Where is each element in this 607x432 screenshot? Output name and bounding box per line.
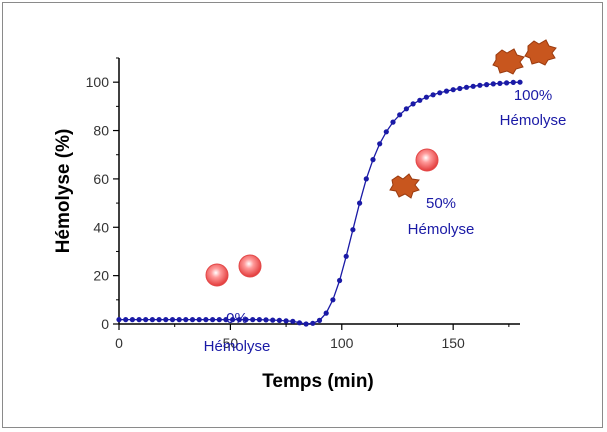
annotation-100-percent: 100% Hémolyse <box>500 87 567 129</box>
data-point <box>316 317 323 323</box>
data-point <box>423 94 429 100</box>
data-point <box>123 317 129 323</box>
data-point <box>303 321 309 327</box>
data-point <box>450 87 456 93</box>
data-point <box>176 317 182 323</box>
data-point <box>270 317 276 323</box>
y-tick-label: 20 <box>93 268 109 284</box>
data-point <box>410 101 416 107</box>
data-point <box>497 80 503 86</box>
data-point <box>343 253 349 259</box>
x-tick-label: 50 <box>223 335 239 351</box>
intact-red-blood-cell-icon <box>415 148 439 172</box>
data-point <box>236 317 242 323</box>
data-point <box>230 317 236 323</box>
data-point <box>504 80 510 86</box>
data-point <box>256 317 262 323</box>
y-tick-label: 40 <box>93 219 109 235</box>
data-point <box>129 317 135 323</box>
y-tick-label: 100 <box>86 74 110 90</box>
data-point <box>323 310 329 316</box>
x-tick-label: 100 <box>330 335 354 351</box>
x-tick-label: 0 <box>115 335 123 351</box>
data-point <box>397 112 403 118</box>
data-point <box>243 317 249 323</box>
data-point <box>283 318 289 324</box>
data-point <box>163 317 169 323</box>
data-point <box>443 88 450 94</box>
data-point <box>510 79 516 85</box>
data-point <box>377 141 383 147</box>
data-point <box>484 82 490 88</box>
svg-text:Hémolyse: Hémolyse <box>408 221 475 238</box>
intact-red-blood-cell-icon <box>238 254 262 278</box>
series-line <box>119 81 521 325</box>
series-layer <box>116 79 523 327</box>
x-axis-ticks: 0 50 100 150 <box>115 324 510 351</box>
data-point <box>196 317 202 323</box>
svg-text:50%: 50% <box>426 195 456 212</box>
intact-red-blood-cell-icon <box>205 263 229 287</box>
data-point <box>116 317 122 323</box>
data-point <box>250 317 256 323</box>
data-point <box>310 320 316 326</box>
svg-text:Hémolyse: Hémolyse <box>204 338 271 355</box>
data-point <box>290 318 296 324</box>
y-tick-label: 0 <box>101 316 109 332</box>
data-point <box>210 317 216 323</box>
data-point <box>156 317 162 323</box>
data-point <box>136 317 142 323</box>
x-tick-label: 150 <box>441 335 465 351</box>
data-point <box>457 85 463 92</box>
data-point <box>169 317 176 323</box>
data-point <box>517 79 523 85</box>
data-point <box>223 317 229 323</box>
annotation-0-percent: 0% Hémolyse <box>204 310 271 355</box>
data-point <box>203 317 209 323</box>
lysed-red-blood-cell-icon <box>389 173 420 199</box>
data-point <box>437 90 443 96</box>
data-point <box>383 129 389 135</box>
data-point <box>417 97 423 103</box>
data-point <box>470 83 476 89</box>
svg-text:Hémolyse: Hémolyse <box>500 112 567 129</box>
svg-text:0%: 0% <box>226 310 248 327</box>
data-point <box>276 317 282 323</box>
annotation-50-percent: 50% Hémolyse <box>408 195 475 238</box>
data-point <box>183 317 189 323</box>
data-point <box>216 317 222 323</box>
lysed-red-blood-cell-icon <box>524 39 557 66</box>
data-point <box>370 157 376 163</box>
y-axis-title: Hémolyse (%) <box>53 129 74 254</box>
data-point <box>330 297 336 303</box>
data-point <box>477 82 483 88</box>
data-point <box>143 317 149 323</box>
data-point <box>350 227 356 233</box>
data-point <box>189 317 196 323</box>
data-point <box>390 119 396 125</box>
x-axis-title: Temps (min) <box>262 371 374 392</box>
data-point <box>430 92 436 98</box>
data-point <box>296 320 303 326</box>
data-point <box>263 317 269 323</box>
y-axis-ticks: 0 20 40 60 80 100 <box>86 57 119 332</box>
data-point <box>363 176 369 182</box>
data-point <box>337 277 343 284</box>
data-point <box>149 317 155 323</box>
y-tick-label: 60 <box>93 171 109 187</box>
lysed-red-blood-cell-icon <box>492 48 525 75</box>
data-point <box>403 106 409 112</box>
chart-frame <box>2 2 603 428</box>
data-point <box>463 84 470 90</box>
data-point <box>357 200 363 206</box>
svg-text:100%: 100% <box>514 87 552 104</box>
data-point <box>490 81 496 87</box>
y-tick-label: 80 <box>93 123 109 139</box>
